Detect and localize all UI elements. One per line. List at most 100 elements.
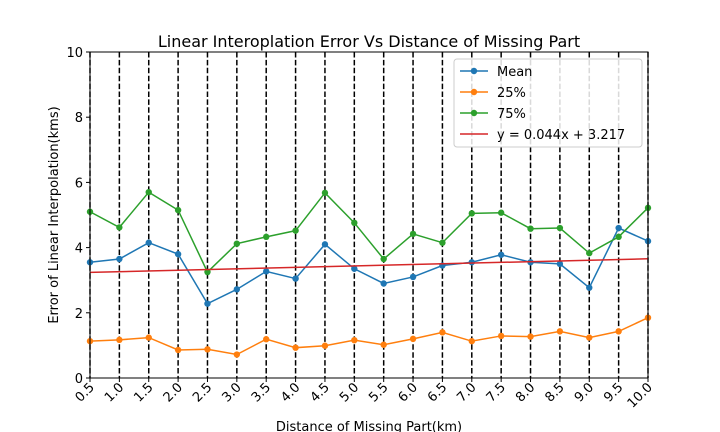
- x-tick-label: 8.0: [513, 380, 538, 405]
- x-tick-label: 9.5: [601, 380, 626, 405]
- x-tick-label: 1.0: [102, 380, 127, 405]
- chart-title: Linear Interoplation Error Vs Distance o…: [158, 32, 580, 51]
- x-tick-label: 7.0: [454, 380, 479, 405]
- x-tick-label: 10.0: [625, 380, 656, 411]
- x-tick-label: 5.5: [366, 380, 391, 405]
- series-y-0-044x-3-217: [89, 258, 649, 274]
- data-point: [204, 300, 211, 307]
- data-point: [116, 224, 123, 231]
- y-tick-label: 6: [75, 176, 83, 191]
- data-point: [409, 230, 417, 238]
- data-point: [409, 273, 417, 281]
- data-point: [263, 233, 270, 241]
- x-tick-label: 2.5: [190, 380, 215, 405]
- x-tick-label: 9.0: [572, 380, 597, 405]
- x-axis-label: Distance of Missing Part(km): [276, 420, 462, 432]
- data-point: [527, 225, 534, 232]
- data-point: [556, 260, 564, 268]
- legend-label: y = 0.044x + 3.217: [497, 128, 625, 143]
- x-tick-label: 3.0: [219, 380, 244, 405]
- legend-marker: [470, 109, 478, 117]
- y-tick-label: 2: [75, 307, 83, 322]
- x-tick-label: 5.0: [337, 380, 362, 405]
- series-mean: [86, 224, 652, 307]
- data-point: [380, 280, 387, 287]
- trend-line: [89, 258, 649, 274]
- legend: Mean 25% 75% y = 0.044x + 3.217: [453, 58, 643, 148]
- data-point: [233, 240, 241, 247]
- data-point: [292, 344, 299, 351]
- legend-label: 25%: [497, 86, 526, 101]
- series-line: [89, 227, 649, 305]
- legend-box: [453, 58, 643, 148]
- y-tick-label: 0: [75, 372, 83, 387]
- data-point: [116, 255, 123, 263]
- x-tick-label: 7.5: [484, 380, 509, 405]
- y-tick-label: 4: [75, 242, 83, 257]
- series-layer: [86, 188, 652, 358]
- data-point: [116, 336, 123, 344]
- series-line: [89, 317, 649, 356]
- data-point: [204, 268, 211, 276]
- series-25: [86, 314, 652, 358]
- x-tick-label: 6.0: [396, 380, 421, 405]
- x-tick-label: 4.0: [278, 380, 303, 405]
- data-point: [351, 336, 358, 344]
- data-point: [292, 227, 299, 234]
- data-point: [380, 255, 387, 263]
- series-75: [86, 188, 652, 276]
- data-point: [439, 329, 446, 336]
- legend-label: Mean: [497, 65, 532, 80]
- data-point: [615, 224, 622, 232]
- data-point: [497, 209, 505, 216]
- data-point: [145, 334, 152, 341]
- data-point: [145, 188, 152, 196]
- data-point: [292, 275, 299, 282]
- data-point: [321, 241, 329, 248]
- x-tick-label: 6.5: [425, 380, 450, 405]
- data-point: [468, 210, 475, 217]
- data-point: [586, 249, 593, 257]
- data-point: [321, 342, 329, 349]
- data-point: [204, 346, 211, 353]
- data-point: [380, 341, 387, 348]
- data-point: [263, 336, 270, 343]
- data-point: [497, 251, 505, 258]
- data-point: [615, 233, 622, 241]
- data-point: [586, 334, 593, 341]
- data-point: [527, 333, 534, 340]
- x-tick-label: 1.5: [131, 380, 156, 405]
- data-point: [233, 351, 241, 358]
- data-point: [556, 224, 564, 232]
- data-point: [263, 268, 270, 275]
- legend-marker: [470, 67, 478, 75]
- y-axis-ticks: 0 2 4 6 8 10: [66, 46, 90, 387]
- y-tick-label: 8: [75, 111, 83, 126]
- x-tick-label: 3.5: [249, 380, 274, 405]
- y-tick-label: 10: [66, 46, 83, 61]
- data-point: [321, 189, 329, 197]
- series-line: [89, 191, 649, 274]
- data-point: [468, 337, 475, 345]
- axes: [89, 51, 649, 379]
- plot-frame: [89, 51, 649, 379]
- data-point: [145, 239, 152, 246]
- x-tick-label: 2.0: [161, 380, 186, 405]
- data-point: [615, 328, 622, 335]
- data-point: [233, 286, 241, 293]
- data-point: [556, 328, 564, 335]
- x-tick-label: 4.5: [308, 380, 333, 405]
- data-point: [468, 259, 475, 266]
- data-point: [351, 219, 358, 227]
- data-point: [409, 335, 417, 343]
- data-point: [174, 206, 182, 214]
- x-tick-label: 8.5: [542, 380, 567, 405]
- x-axis-ticks: 0.5 1.0 1.5 2.0 2.5 3.0 3.5 4.0 4.5 5.0 5.5 6.0 6.5 7…: [73, 378, 656, 411]
- data-point: [439, 239, 446, 246]
- data-point: [351, 265, 358, 272]
- data-point: [586, 284, 593, 291]
- legend-marker: [470, 88, 478, 96]
- data-point: [174, 250, 182, 258]
